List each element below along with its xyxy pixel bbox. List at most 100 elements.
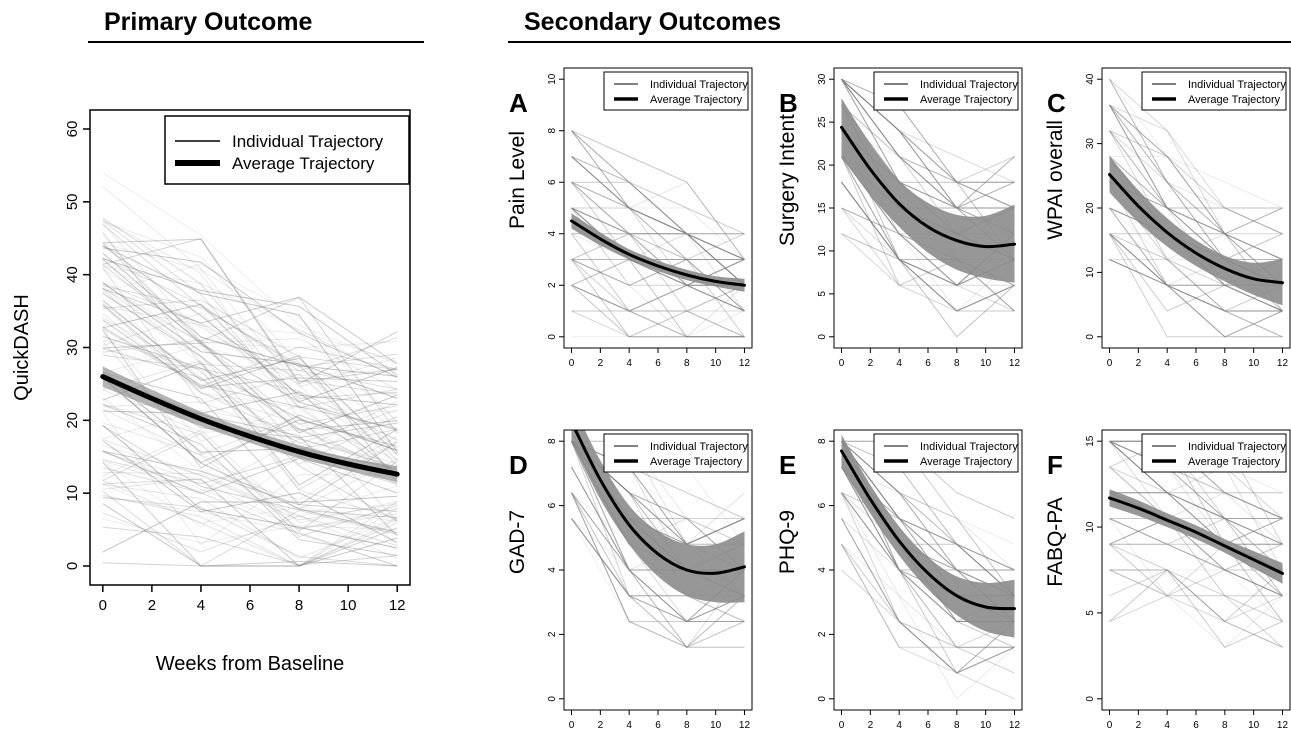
x-tick-label: 6 xyxy=(246,597,254,614)
individual-trajectory xyxy=(102,526,398,566)
individual-trajectory xyxy=(571,518,745,623)
individual-trajectory xyxy=(1109,543,1283,622)
individual-trajectory xyxy=(841,78,1015,209)
individual-trajectory xyxy=(102,478,398,567)
y-tick-label: 10 xyxy=(1085,266,1096,278)
individual-trajectory xyxy=(102,438,398,493)
y-axis-label: WPAI overall xyxy=(1044,120,1067,240)
individual-trajectory xyxy=(102,391,398,476)
legend: Individual Trajectory Average Trajectory xyxy=(603,433,749,473)
individual-trajectory xyxy=(841,104,1015,209)
individual-trajectory xyxy=(1109,104,1283,260)
individual-trajectory xyxy=(841,492,1015,674)
individual-trajectory xyxy=(1109,543,1283,623)
average-trajectory-line xyxy=(573,430,746,575)
x-tick-label: 8 xyxy=(954,720,960,731)
x-tick-label: 4 xyxy=(896,358,902,369)
individual-trajectory xyxy=(571,130,745,286)
individual-trajectory xyxy=(102,282,398,399)
y-tick-label: 25 xyxy=(817,116,828,128)
y-axis-label: QuickDASH xyxy=(11,294,33,401)
y-tick-label: 4 xyxy=(547,567,558,573)
individual-trajectory xyxy=(571,440,745,545)
legend: Individual Trajectory Average Trajectory xyxy=(1141,71,1287,111)
individual-trajectory xyxy=(1109,543,1283,571)
individual-trajectory xyxy=(1109,233,1283,338)
individual-trajectory xyxy=(102,477,398,567)
legend: Individual Trajectory Average Trajectory xyxy=(1141,433,1287,473)
individual-trajectory xyxy=(102,312,398,475)
individual-trajectory xyxy=(102,292,398,431)
y-tick-label: 15 xyxy=(817,202,828,214)
individual-trajectory xyxy=(571,181,745,235)
individual-trajectory xyxy=(1109,440,1283,545)
individual-trajectory xyxy=(1109,569,1283,648)
x-tick-label: 12 xyxy=(1009,720,1021,731)
individual-trajectory xyxy=(841,440,1015,597)
individual-trajectory xyxy=(102,289,398,456)
individual-trajectory xyxy=(841,440,1015,571)
individual-trajectory xyxy=(841,518,1015,674)
confidence-band xyxy=(841,98,1015,283)
panel-f: 0 2 4 6 8 10 12 0 5 10 15 FABQ-PA F Individual Trajec… xyxy=(1044,429,1291,731)
individual-trajectory xyxy=(1109,518,1283,597)
confidence-band xyxy=(841,434,1015,638)
x-tick-label: 2 xyxy=(598,358,604,369)
y-tick-label: 0 xyxy=(1085,696,1096,702)
individual-trajectory xyxy=(1109,233,1283,338)
individual-trajectory xyxy=(1109,543,1283,597)
individual-trajectory xyxy=(102,285,398,467)
individual-trajectory xyxy=(1109,233,1283,312)
individual-trajectory xyxy=(1109,518,1283,597)
individual-trajectory xyxy=(102,303,398,403)
average-trajectory-line xyxy=(570,219,746,287)
x-tick-label: 8 xyxy=(954,358,960,369)
panel-letter: D xyxy=(509,450,528,480)
individual-trajectory xyxy=(1109,104,1283,209)
individual-trajectory xyxy=(102,425,398,518)
individual-trajectory xyxy=(841,78,1015,209)
legend-individual-label: Individual Trajectory xyxy=(650,79,748,91)
individual-trajectory xyxy=(841,78,1015,209)
individual-trajectory xyxy=(1109,104,1283,260)
x-tick-label: 2 xyxy=(148,597,156,614)
individual-trajectory xyxy=(102,483,398,560)
individual-trajectory xyxy=(571,492,745,622)
individual-trajectory xyxy=(102,304,398,468)
individual-trajectory xyxy=(841,207,1015,312)
individual-trajectory xyxy=(571,207,745,286)
primary-outcome-heading: Primary Outcome xyxy=(104,8,313,36)
plot-area-c xyxy=(1108,78,1284,338)
individual-trajectory xyxy=(1109,207,1283,312)
y-tick-label: 0 xyxy=(1085,334,1096,340)
individual-trajectory xyxy=(841,78,1015,183)
individual-trajectory xyxy=(102,282,398,395)
y-tick-label: 8 xyxy=(817,438,828,444)
x-tick-label: 0 xyxy=(569,358,575,369)
primary-heading-rule xyxy=(88,41,424,43)
individual-trajectory xyxy=(571,518,745,648)
x-tick-label: 8 xyxy=(295,597,303,614)
individual-trajectory xyxy=(1109,78,1283,235)
x-tick-label: 12 xyxy=(389,597,406,614)
individual-trajectory xyxy=(841,233,1015,312)
panel-letter: C xyxy=(1047,88,1066,118)
y-tick-label: 5 xyxy=(1085,610,1096,616)
plot-area-d xyxy=(571,430,746,649)
individual-trajectory xyxy=(1109,104,1283,235)
legend-average-label: Average Trajectory xyxy=(232,154,375,173)
individual-trajectory xyxy=(1109,440,1283,519)
individual-trajectory xyxy=(841,440,1015,571)
individual-trajectory xyxy=(102,302,398,445)
individual-trajectory xyxy=(1109,104,1283,209)
average-trajectory-line xyxy=(1108,173,1284,285)
individual-trajectory xyxy=(102,424,398,549)
plot-area-f xyxy=(1108,440,1284,648)
individual-trajectory xyxy=(841,440,1015,597)
plot-area-e xyxy=(840,434,1016,700)
individual-trajectory xyxy=(841,492,1015,648)
individual-trajectory xyxy=(841,78,1015,183)
individual-trajectory xyxy=(102,231,398,390)
individual-trajectory xyxy=(1109,440,1283,519)
individual-trajectory xyxy=(571,284,745,312)
